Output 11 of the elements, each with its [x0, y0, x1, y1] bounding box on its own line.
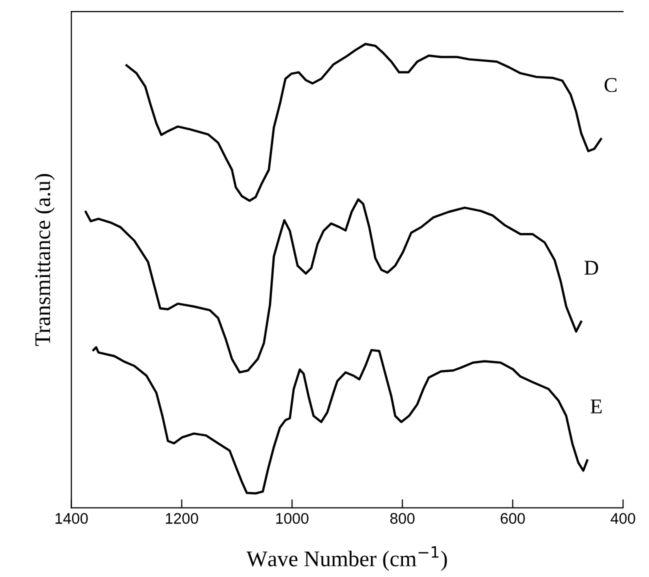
x-tick-label: 1400: [56, 513, 88, 524]
x-tick-label: 1200: [166, 513, 198, 524]
x-tick-label: 1000: [276, 513, 308, 524]
series-label: C: [604, 78, 616, 92]
series-label: D: [584, 260, 598, 275]
x-tick-label: 400: [610, 513, 636, 524]
x-tick-label: 800: [390, 513, 415, 524]
x-tick-label: 600: [500, 513, 525, 524]
y-axis-title: Transmittance (a.u): [34, 174, 55, 346]
x-axis-title: Wave Number (cm$^{−1}$): [246, 546, 447, 571]
series-label: E: [590, 400, 602, 414]
